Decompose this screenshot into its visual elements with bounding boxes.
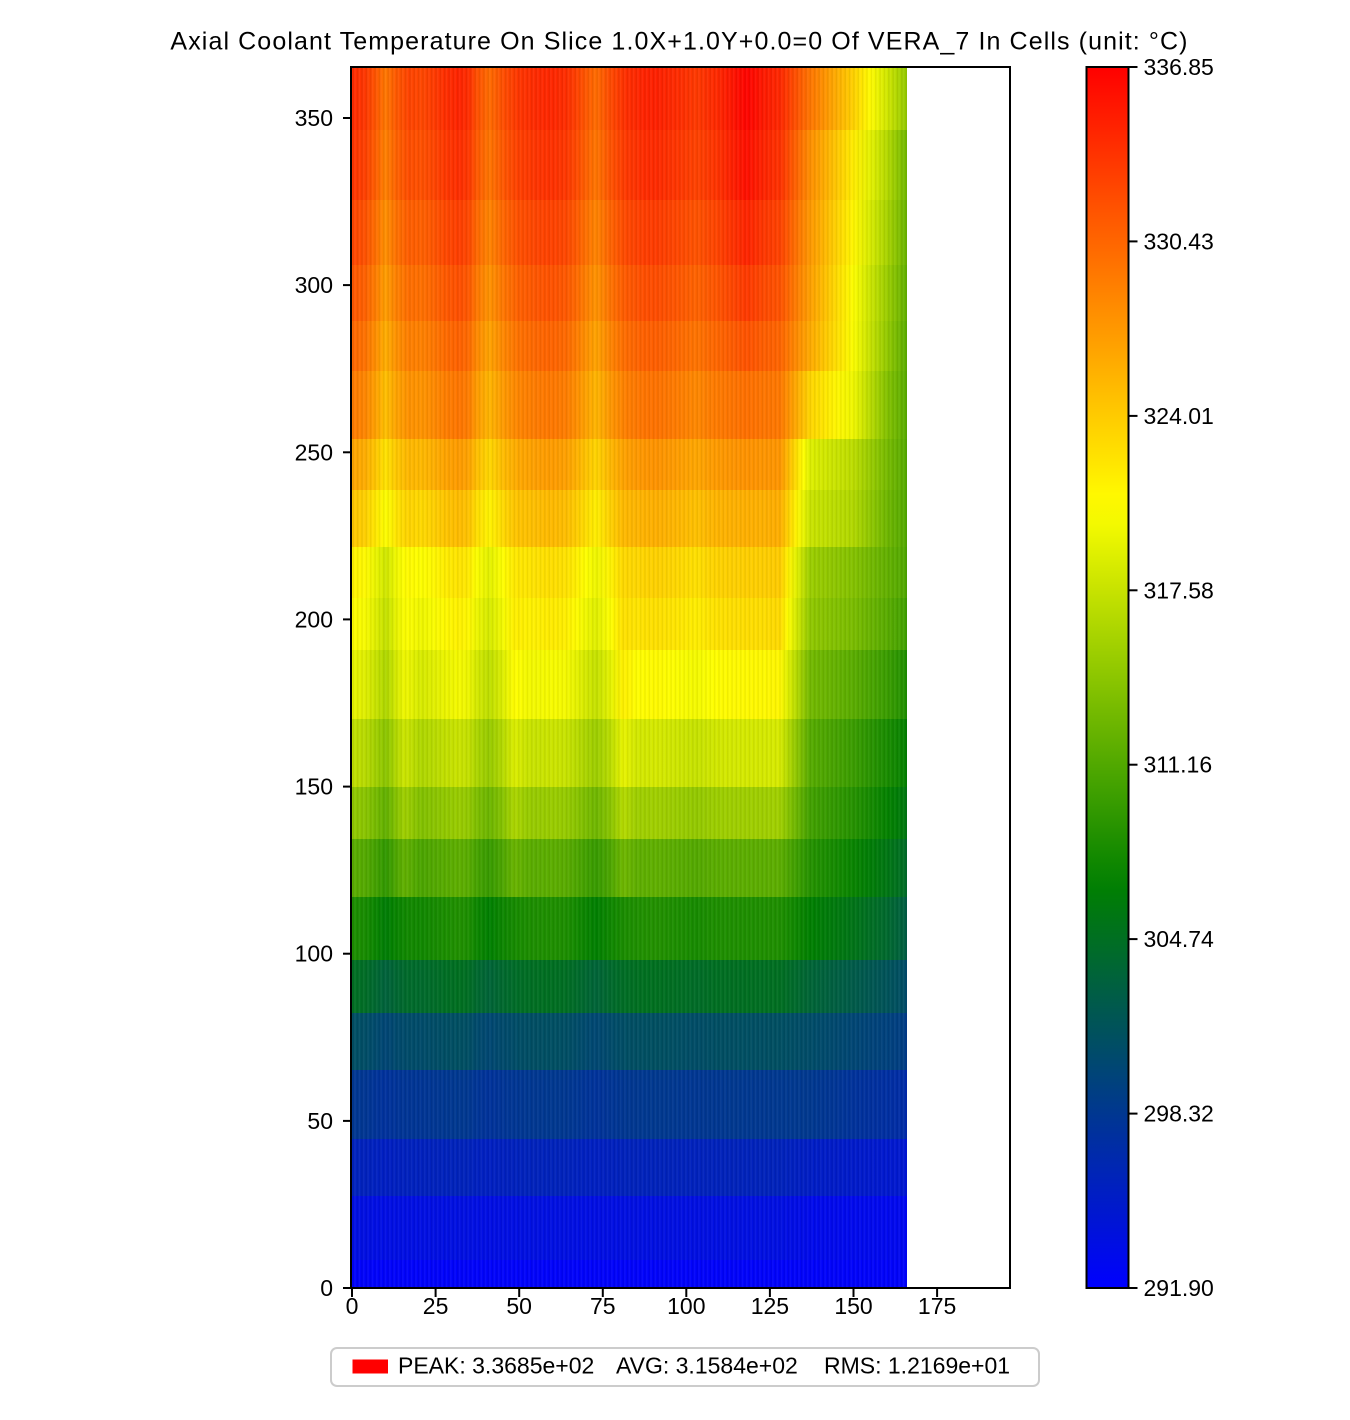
svg-text:25: 25 xyxy=(423,1293,449,1319)
svg-text:291.90: 291.90 xyxy=(1144,1275,1214,1301)
svg-text:350: 350 xyxy=(295,105,333,131)
svg-text:150: 150 xyxy=(295,774,333,800)
svg-text:298.32: 298.32 xyxy=(1144,1101,1214,1127)
svg-text:311.16: 311.16 xyxy=(1144,752,1213,778)
svg-text:330.43: 330.43 xyxy=(1144,228,1214,254)
svg-text:125: 125 xyxy=(751,1293,789,1319)
svg-text:100: 100 xyxy=(667,1293,705,1319)
svg-text:75: 75 xyxy=(590,1293,616,1319)
svg-text:324.01: 324.01 xyxy=(1144,403,1214,429)
svg-text:AVG: 3.1584e+02: AVG: 3.1584e+02 xyxy=(616,1353,798,1379)
svg-text:50: 50 xyxy=(307,1108,333,1134)
svg-text:317.58: 317.58 xyxy=(1144,577,1214,603)
svg-text:100: 100 xyxy=(295,941,333,967)
svg-text:300: 300 xyxy=(295,272,333,298)
svg-text:150: 150 xyxy=(834,1293,872,1319)
svg-text:0: 0 xyxy=(346,1293,359,1319)
svg-text:PEAK: 3.3685e+02: PEAK: 3.3685e+02 xyxy=(398,1353,594,1379)
svg-text:336.85: 336.85 xyxy=(1144,54,1214,80)
svg-text:50: 50 xyxy=(506,1293,532,1319)
svg-text:175: 175 xyxy=(918,1293,956,1319)
svg-text:200: 200 xyxy=(295,606,333,632)
svg-text:0: 0 xyxy=(320,1275,333,1301)
svg-text:Axial Coolant Temperature On S: Axial Coolant Temperature On Slice 1.0X+… xyxy=(170,28,1188,56)
svg-text:250: 250 xyxy=(295,439,333,465)
svg-text:304.74: 304.74 xyxy=(1144,926,1215,952)
svg-text:RMS: 1.2169e+01: RMS: 1.2169e+01 xyxy=(824,1353,1010,1379)
